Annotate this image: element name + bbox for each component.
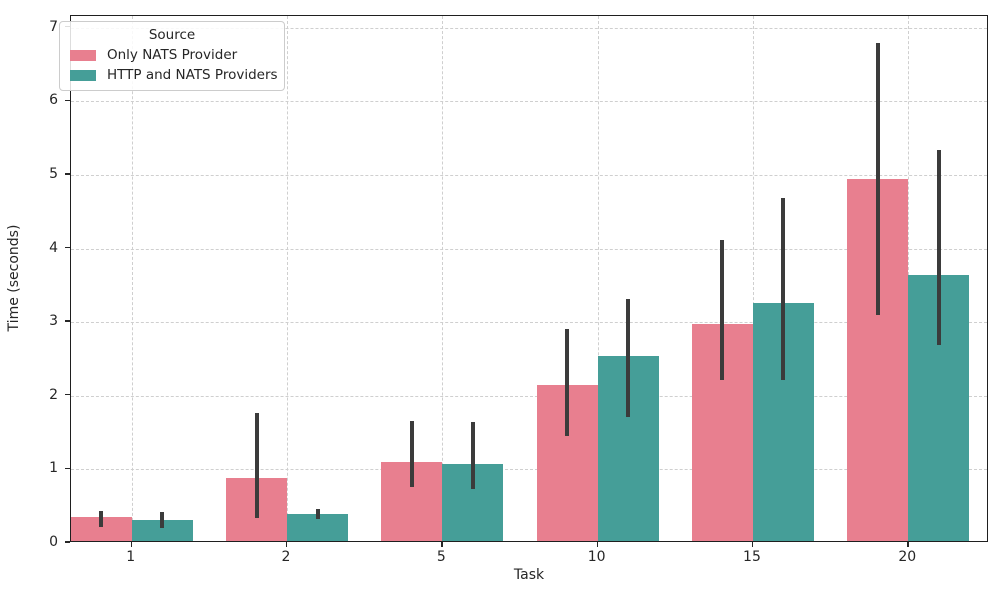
legend-item: Only NATS Provider [70, 47, 274, 63]
y-tick [65, 99, 70, 102]
error-bar [99, 510, 104, 527]
y-tick [65, 467, 70, 470]
y-tick-label: 3 [49, 313, 58, 330]
horizontal-gridline [71, 248, 987, 250]
y-tick-label: 4 [49, 239, 58, 256]
legend-swatch [70, 49, 96, 61]
y-tick-label: 6 [49, 92, 58, 109]
x-tick [751, 542, 754, 547]
x-tick-label: 10 [587, 549, 606, 565]
x-tick [286, 542, 288, 547]
horizontal-gridline [71, 322, 987, 324]
error-bar [781, 197, 786, 381]
plot-area [70, 15, 988, 542]
y-tick-label: 1 [49, 460, 58, 477]
x-axis-label: Task [513, 567, 545, 583]
vertical-gridline [131, 16, 133, 541]
x-tick-label: 2 [281, 549, 291, 565]
y-tick-label: 7 [49, 18, 58, 35]
legend-item-label: HTTP and NATS Providers [107, 67, 278, 83]
horizontal-gridline [71, 27, 987, 29]
legend-items: Only NATS Provider HTTP and NATS Provider… [70, 47, 278, 83]
x-tick-label: 20 [898, 549, 917, 565]
y-tick [65, 320, 70, 322]
legend-swatch [70, 69, 96, 81]
legend-item: HTTP and NATS Providers [70, 67, 278, 83]
x-tick-label: 1 [126, 549, 136, 565]
vertical-gridline [287, 16, 289, 541]
x-tick [441, 542, 443, 547]
y-tick-label: 5 [49, 165, 58, 182]
vertical-gridline [597, 16, 599, 541]
error-bar [936, 149, 941, 345]
vertical-gridline [442, 16, 444, 541]
x-tick-label: 5 [436, 549, 446, 565]
error-bar [720, 239, 725, 381]
error-bar [875, 43, 880, 315]
y-tick [65, 173, 70, 175]
y-tick-label: 0 [49, 534, 58, 550]
x-tick [596, 542, 599, 547]
bar-http-and-nats-providers-task-1 [131, 519, 193, 541]
error-bar [470, 421, 475, 490]
x-tick [130, 542, 133, 547]
legend: Source Only NATS Provider HTTP and NATS P… [59, 21, 285, 91]
y-tick [65, 541, 70, 543]
horizontal-gridline [71, 101, 987, 103]
vertical-gridline [752, 16, 754, 541]
horizontal-gridline [71, 395, 987, 397]
y-tick [65, 394, 70, 396]
error-bar [315, 509, 320, 519]
x-tick [907, 542, 909, 547]
y-axis-label: Time (seconds) [6, 224, 22, 332]
y-tick-label: 2 [49, 386, 58, 403]
legend-title: Source [148, 27, 196, 43]
error-bar [409, 420, 414, 488]
legend-item-label: Only NATS Provider [107, 47, 238, 63]
error-bar [626, 299, 631, 418]
x-tick-label: 15 [743, 549, 761, 565]
error-bar [160, 512, 165, 529]
error-bar [565, 328, 570, 436]
error-bar [254, 412, 259, 518]
y-tick [65, 246, 70, 249]
horizontal-gridline [71, 174, 987, 176]
horizontal-gridline [71, 469, 987, 471]
